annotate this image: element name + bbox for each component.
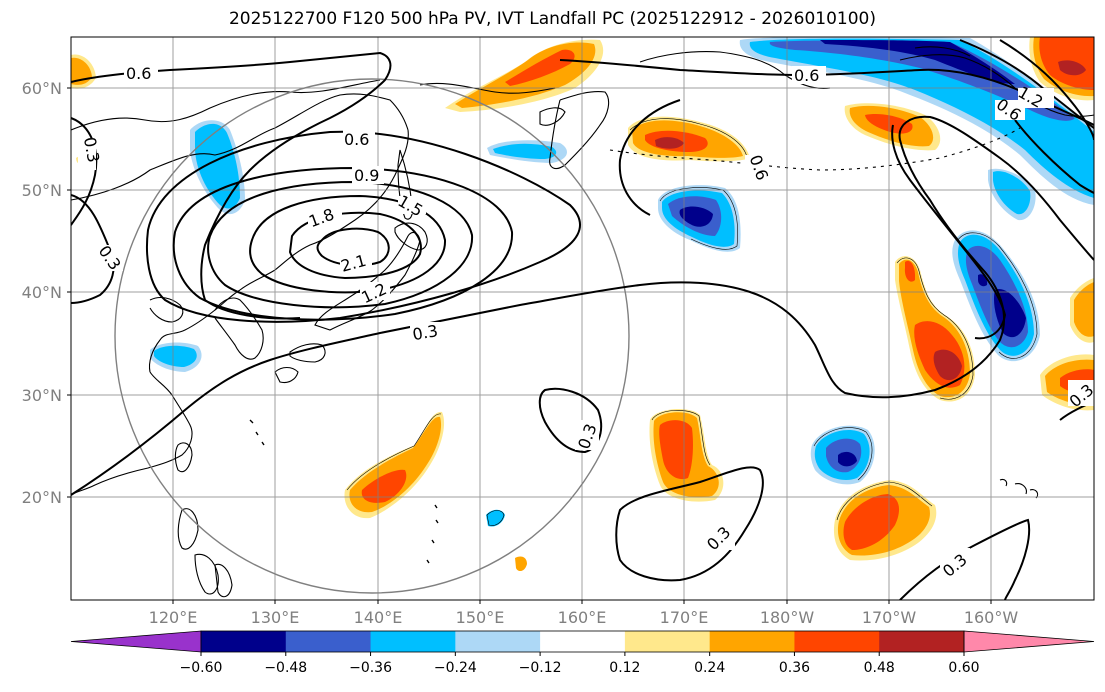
longitude-labels: 120°E 130°E 140°E 150°E 160°E 170°E 180°… [149,608,1019,627]
lon-label-140e: 140°E [354,608,403,627]
lon-label-120e: 120°E [149,608,198,627]
colorbar-cell [879,631,965,652]
map-plot-area: 0.6 0.6 0.6 0.9 1.5 1.8 2.1 1.2 0.3 0.3 … [71,37,1094,600]
positive-anomaly-southeast [833,480,937,561]
colorbar-cell [624,631,711,652]
negative-anomaly-manchuria [190,120,245,215]
negative-anomaly-north-pacific [658,185,741,252]
lat-label-60n: 60°N [22,79,62,98]
colorbar-tick-label: 0.60 [948,660,979,676]
colorbar-tick-label: −0.36 [349,660,392,676]
contour-label-0.9: 0.9 [354,166,379,185]
lat-label-50n: 50°N [22,181,62,200]
ivt-shading [71,37,1094,572]
positive-anomaly-north-pacific [628,116,750,162]
colorbar-cell [370,631,456,652]
colorbar-cells [70,630,1095,653]
positive-anomaly-northeast-corner [1029,37,1094,101]
contour-0.3-w [71,194,115,304]
contour-1.8 [288,211,422,280]
colorbar-cell [285,631,372,652]
lon-label-170e: 170°E [660,608,709,627]
negative-anomaly-kuril [487,140,567,163]
contour-0.6-loop [891,124,1007,340]
contour-0.3-nw [71,117,98,226]
pv-contours [71,39,1094,600]
lon-label-160w: 160°W [964,608,1019,627]
colorbar-cell [201,631,287,652]
lon-label-180w: 180°W [760,608,815,627]
positive-anomaly-okhotsk [445,39,604,112]
small-anomaly-south [486,509,527,572]
contour-0.3-main [71,115,1094,496]
contour-2.1 [316,227,390,267]
contour-0.6-ne-inner [1014,119,1094,194]
graticule [71,37,1094,600]
lon-label-130e: 130°E [251,608,300,627]
contour-0.9-ne [999,39,1094,141]
lon-label-150e: 150°E [456,608,505,627]
colorbar-tick-label: 0.48 [864,660,895,676]
axis-ticks [67,87,992,604]
negative-anomaly-subtropical [810,425,875,485]
lon-label-170w: 170°W [862,608,917,627]
negative-anomaly-east [988,168,1036,221]
contour-0.6-north [71,51,392,320]
colorbar-tick-label: −0.48 [264,660,307,676]
colorbar-tick-label: −0.60 [180,660,223,676]
lat-label-20n: 20°N [22,488,62,507]
colorbar-tick-label: 0.12 [609,660,640,676]
contour-label-0.3-nw: 0.3 [80,136,103,164]
contour-0.3-iso [538,387,603,454]
colorbar-outline [200,630,965,653]
contour-0.6-inner [145,130,581,323]
colorbar-tick-label: 0.36 [779,660,810,676]
colorbar-cell [455,631,541,652]
lon-label-160e: 160°E [558,608,607,627]
colorbar-extend-low [70,630,202,653]
contour-label-0.6-ne: 0.6 [794,66,819,85]
positive-anomaly-central [895,256,975,402]
contour-label-0.6-nw: 0.6 [126,64,151,83]
map-title: 2025122700 F120 500 hPa PV, IVT Landfall… [228,9,876,29]
colorbar-tick-label: 0.24 [694,660,725,676]
colorbar-tick-label: −0.12 [519,660,562,676]
colorbar-extend-high [963,630,1095,653]
colorbar-tick-label: −0.24 [434,660,477,676]
negative-anomaly-bering [739,37,1094,205]
contour-1.2 [207,180,474,309]
lat-label-30n: 30°N [22,386,62,405]
contour-1.5 [249,194,447,294]
contour-0.6-mid [618,99,681,216]
latitude-labels: 60°N 50°N 40°N 30°N 20°N [22,79,62,507]
contour-label-0.6-inner: 0.6 [344,130,369,149]
colorbar-ticks: −0.60 −0.48 −0.36 −0.24 −0.12 0.12 0.24 0.36 0.4… [180,652,980,676]
contour-label-0.3-main: 0.3 [411,321,439,344]
contour-0.3-south [615,466,764,582]
coastlines [71,46,1094,598]
colorbar-cell [540,631,626,652]
positive-anomaly-subtropical [649,408,724,502]
negative-anomaly-yellowsea [150,342,202,372]
colorbar-cell [709,631,795,652]
landfall-radius-circle [114,78,630,594]
lat-label-40n: 40°N [22,283,62,302]
colorbar-cell [794,631,880,652]
positive-anomaly-south-japan [344,411,445,519]
colorbar: −0.60 −0.48 −0.36 −0.24 −0.12 0.12 0.24 0.36 0.4… [70,630,1095,676]
